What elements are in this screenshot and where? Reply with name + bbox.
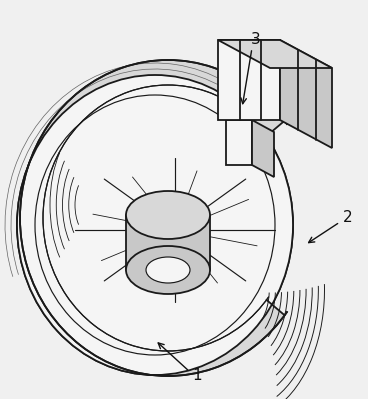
- Polygon shape: [218, 40, 332, 68]
- Polygon shape: [126, 215, 210, 270]
- Text: 2: 2: [343, 211, 353, 225]
- Text: 1: 1: [192, 367, 202, 383]
- Polygon shape: [20, 60, 284, 376]
- Text: 3: 3: [251, 32, 261, 47]
- Ellipse shape: [146, 257, 190, 283]
- Ellipse shape: [35, 95, 275, 355]
- Polygon shape: [218, 40, 280, 120]
- Polygon shape: [252, 120, 274, 177]
- Polygon shape: [226, 120, 252, 165]
- Ellipse shape: [35, 95, 275, 355]
- Polygon shape: [280, 40, 332, 148]
- Ellipse shape: [17, 75, 293, 375]
- Ellipse shape: [126, 191, 210, 239]
- Ellipse shape: [126, 246, 210, 294]
- Ellipse shape: [17, 75, 293, 375]
